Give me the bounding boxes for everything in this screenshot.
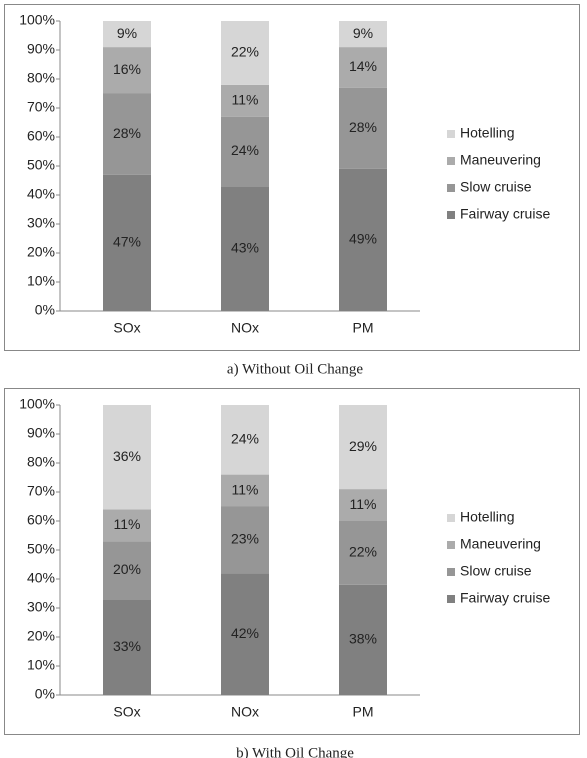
- y-tick-label: 0%: [35, 686, 55, 702]
- bar-segment: [221, 573, 269, 695]
- bar-segment: [221, 405, 269, 475]
- data-label: 33%: [113, 638, 141, 654]
- data-label: 43%: [231, 239, 259, 255]
- y-tick-label: 80%: [27, 454, 55, 470]
- data-label: 11%: [350, 496, 377, 512]
- data-label: 11%: [232, 91, 259, 107]
- legend-label: Fairway cruise: [460, 590, 550, 606]
- data-label: 22%: [349, 544, 377, 560]
- y-tick-label: 40%: [27, 570, 55, 586]
- y-tick-label: 40%: [27, 186, 55, 202]
- y-tick-label: 10%: [27, 657, 55, 673]
- data-label: 11%: [114, 516, 141, 532]
- bar-segment: [339, 47, 387, 88]
- legend-swatch: [447, 211, 455, 219]
- y-tick-label: 70%: [27, 483, 55, 499]
- data-label: 14%: [349, 58, 377, 74]
- bar-segment: [221, 474, 269, 507]
- bar-segment: [103, 47, 151, 94]
- y-tick-label: 50%: [27, 541, 55, 557]
- legend-label: Slow cruise: [460, 563, 532, 579]
- legend-label: Maneuvering: [460, 536, 541, 552]
- y-tick-label: 80%: [27, 70, 55, 86]
- x-tick-label: NOx: [231, 704, 259, 720]
- bar-segment: [339, 168, 387, 311]
- legend-swatch: [447, 568, 455, 576]
- bar-segment: [339, 584, 387, 695]
- legend-label: Fairway cruise: [460, 206, 550, 222]
- legend-swatch: [447, 514, 455, 522]
- bar-segment: [103, 93, 151, 175]
- bar-segment: [221, 506, 269, 574]
- bar-segment: [221, 186, 269, 311]
- data-label: 24%: [231, 431, 259, 447]
- legend-label: Slow cruise: [460, 179, 532, 195]
- data-label: 28%: [349, 119, 377, 135]
- x-tick-label: PM: [353, 320, 374, 336]
- data-label: 16%: [113, 61, 141, 77]
- y-tick-label: 60%: [27, 512, 55, 528]
- data-label: 42%: [231, 625, 259, 641]
- x-tick-label: NOx: [231, 320, 259, 336]
- data-label: 20%: [113, 561, 141, 577]
- legend-label: Hotelling: [460, 125, 514, 141]
- y-tick-label: 50%: [27, 157, 55, 173]
- legend-label: Maneuvering: [460, 152, 541, 168]
- y-tick-label: 90%: [27, 425, 55, 441]
- data-label: 23%: [231, 531, 259, 547]
- bar-segment: [339, 405, 387, 490]
- chart-frame: [4, 388, 580, 735]
- bar-segment: [103, 174, 151, 311]
- y-tick-label: 30%: [27, 599, 55, 615]
- bar-segment: [339, 521, 387, 585]
- y-tick-label: 20%: [27, 628, 55, 644]
- data-label: 9%: [117, 25, 137, 41]
- caption: b) With Oil Change: [236, 745, 354, 758]
- data-label: 29%: [349, 438, 377, 454]
- legend-swatch: [447, 184, 455, 192]
- legend-swatch: [447, 157, 455, 165]
- data-label: 9%: [353, 25, 373, 41]
- bar-segment: [339, 489, 387, 521]
- data-label: 49%: [349, 231, 377, 247]
- bar-segment: [221, 84, 269, 117]
- bar-segment: [103, 541, 151, 600]
- x-tick-label: SOx: [113, 320, 140, 336]
- data-label: 47%: [113, 234, 141, 250]
- bar-segment: [339, 87, 387, 169]
- y-tick-label: 20%: [27, 244, 55, 260]
- y-tick-label: 60%: [27, 128, 55, 144]
- data-label: 11%: [232, 481, 259, 497]
- chart-frame: [4, 4, 580, 351]
- legend-label: Hotelling: [460, 509, 514, 525]
- y-tick-label: 90%: [27, 41, 55, 57]
- data-label: 38%: [349, 631, 377, 647]
- caption: a) Without Oil Change: [227, 361, 364, 377]
- data-label: 24%: [231, 142, 259, 158]
- data-label: 22%: [231, 44, 259, 60]
- y-tick-label: 0%: [35, 302, 55, 318]
- data-label: 28%: [113, 125, 141, 141]
- bar-segment: [339, 21, 387, 48]
- legend-swatch: [447, 595, 455, 603]
- legend-swatch: [447, 541, 455, 549]
- y-tick-label: 100%: [19, 12, 55, 28]
- y-tick-label: 100%: [19, 396, 55, 412]
- y-tick-label: 70%: [27, 99, 55, 115]
- x-tick-label: SOx: [113, 704, 140, 720]
- y-tick-label: 30%: [27, 215, 55, 231]
- bar-segment: [103, 21, 151, 48]
- bar-segment: [103, 599, 151, 695]
- data-label: 36%: [113, 448, 141, 464]
- x-tick-label: PM: [353, 704, 374, 720]
- legend-swatch: [447, 130, 455, 138]
- bar-segment: [103, 405, 151, 510]
- bar-segment: [221, 116, 269, 187]
- bar-segment: [103, 509, 151, 542]
- y-tick-label: 10%: [27, 273, 55, 289]
- bar-segment: [221, 21, 269, 85]
